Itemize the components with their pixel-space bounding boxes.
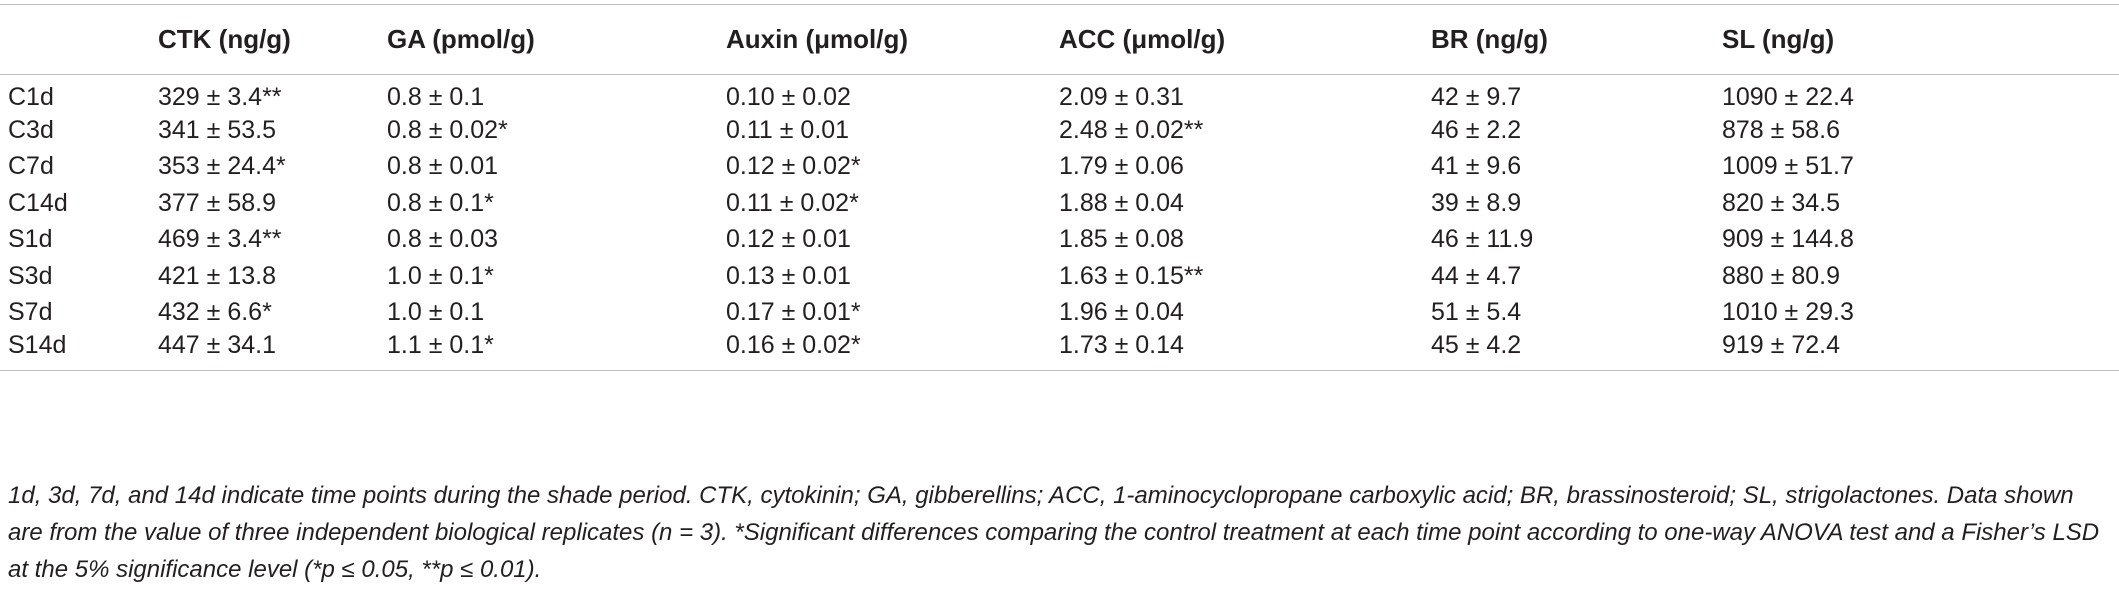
table-cell: 1.96 ± 0.04 (1059, 298, 1184, 327)
table-cell: 39 ± 8.9 (1431, 188, 1522, 217)
table-cell: 42 ± 9.7 (1431, 83, 1522, 111)
table-cell: 341 ± 53.5 (158, 115, 276, 144)
header-cell-row-label (0, 4, 158, 75)
table-cell: 909 ± 144.8 (1722, 225, 1854, 254)
table-cell: 469 ± 3.4** (158, 225, 282, 254)
table-row: S14d 447 ± 34.1 1.1 ± 0.1* 0.16 ± 0.02* … (0, 331, 2119, 371)
row-label: S1d (8, 225, 53, 254)
table-cell: 0.8 ± 0.02* (387, 115, 508, 144)
header-cell-sl: SL (ng/g) (1722, 4, 2119, 75)
row-label: C3d (8, 115, 54, 144)
row-label: C14d (8, 188, 68, 217)
table-cell: 0.8 ± 0.01 (387, 152, 499, 181)
table-row: S1d 469 ± 3.4** 0.8 ± 0.03 0.12 ± 0.01 1… (0, 222, 2119, 259)
table-body: C1d 329 ± 3.4** 0.8 ± 0.1 0.10 ± 0.02 2.… (0, 75, 2119, 371)
header-cell-ga: GA (pmol/g) (387, 4, 726, 75)
table-footnote: 1d, 3d, 7d, and 14d indicate time points… (8, 482, 2100, 583)
table-cell: 1010 ± 29.3 (1722, 298, 1854, 327)
table-cell: 1.1 ± 0.1* (387, 331, 726, 371)
table-cell: 1.0 ± 0.1* (387, 261, 494, 290)
table-cell: 0.11 ± 0.02* (726, 188, 859, 217)
row-label: C1d (8, 83, 54, 111)
table-cell: 0.12 ± 0.01 (726, 225, 851, 254)
table-cell: 329 ± 3.4** (158, 83, 282, 111)
table-cell: 44 ± 4.7 (1431, 261, 1522, 290)
table-cell: 1.85 ± 0.08 (1059, 225, 1184, 254)
hormone-table: CTK (ng/g) GA (pmol/g) Auxin (μmol/g) AC… (0, 4, 2119, 371)
table-cell: 1.88 ± 0.04 (1059, 188, 1184, 217)
table-cell: 41 ± 9.6 (1431, 152, 1522, 181)
table-cell: 2.48 ± 0.02** (1059, 115, 1204, 144)
table-cell: 919 ± 72.4 (1722, 331, 2119, 371)
header-cell-br: BR (ng/g) (1431, 4, 1722, 75)
row-label: S7d (8, 298, 53, 327)
table-cell: 0.8 ± 0.1 (387, 83, 485, 111)
table-cell: 878 ± 58.6 (1722, 115, 1840, 144)
table-cell: 377 ± 58.9 (158, 188, 276, 217)
table-cell: 46 ± 11.9 (1431, 225, 1534, 254)
table-cell: 51 ± 5.4 (1431, 298, 1522, 327)
table-cell: 0.16 ± 0.02* (726, 331, 1059, 371)
header-row: CTK (ng/g) GA (pmol/g) Auxin (μmol/g) AC… (0, 4, 2119, 75)
table-cell: 353 ± 24.4* (158, 152, 286, 181)
table-row: S3d 421 ± 13.8 1.0 ± 0.1* 0.13 ± 0.01 1.… (0, 258, 2119, 295)
row-label: S3d (8, 261, 53, 290)
row-label: S14d (0, 331, 158, 371)
table-cell: 0.11 ± 0.01 (726, 115, 850, 144)
table-cell: 0.13 ± 0.01 (726, 261, 851, 290)
table-cell: 0.8 ± 0.1* (387, 188, 494, 217)
header-cell-auxin: Auxin (μmol/g) (726, 4, 1059, 75)
table-row: C3d 341 ± 53.5 0.8 ± 0.02* 0.11 ± 0.01 2… (0, 112, 2119, 149)
header-cell-ctk: CTK (ng/g) (158, 4, 387, 75)
table-cell: 45 ± 4.2 (1431, 331, 1722, 371)
table-cell: 0.17 ± 0.01* (726, 298, 861, 327)
table-row: C7d 353 ± 24.4* 0.8 ± 0.01 0.12 ± 0.02* … (0, 149, 2119, 186)
table-cell: 2.09 ± 0.31 (1059, 83, 1184, 111)
row-label: C7d (8, 152, 54, 181)
table-cell: 1.63 ± 0.15** (1059, 261, 1204, 290)
table-cell: 421 ± 13.8 (158, 261, 276, 290)
table-cell: 1090 ± 22.4 (1722, 83, 1854, 111)
table-row: S7d 432 ± 6.6* 1.0 ± 0.1 0.17 ± 0.01* 1.… (0, 295, 2119, 332)
table-cell: 880 ± 80.9 (1722, 261, 1840, 290)
table-cell: 46 ± 2.2 (1431, 115, 1522, 144)
table-cell: 447 ± 34.1 (158, 331, 387, 371)
table-cell: 0.10 ± 0.02 (726, 83, 851, 111)
table-row: C1d 329 ± 3.4** 0.8 ± 0.1 0.10 ± 0.02 2.… (0, 75, 2119, 113)
table-row: C14d 377 ± 58.9 0.8 ± 0.1* 0.11 ± 0.02* … (0, 185, 2119, 222)
header-cell-acc: ACC (μmol/g) (1059, 4, 1431, 75)
table-cell: 1.0 ± 0.1 (387, 298, 485, 327)
table-cell: 0.8 ± 0.03 (387, 225, 499, 254)
table-cell: 1.79 ± 0.06 (1059, 152, 1184, 181)
table-cell: 1.73 ± 0.14 (1059, 331, 1431, 371)
table-cell: 432 ± 6.6* (158, 298, 272, 327)
table-cell: 1009 ± 51.7 (1722, 152, 1854, 181)
table-cell: 820 ± 34.5 (1722, 188, 1840, 217)
table-cell: 0.12 ± 0.02* (726, 152, 861, 181)
table-header: CTK (ng/g) GA (pmol/g) Auxin (μmol/g) AC… (0, 4, 2119, 75)
